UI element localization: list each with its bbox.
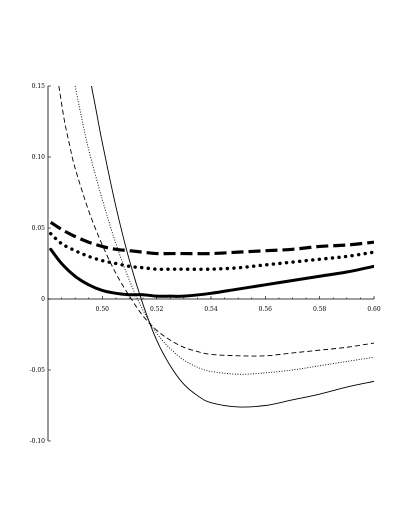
x-tick-label: 0.52 <box>150 306 164 313</box>
series-line-thick-solid <box>49 247 374 298</box>
x-tick-label: 0.56 <box>259 306 273 313</box>
y-tick-label: 0.15 <box>32 83 46 90</box>
x-tick-label: 0.58 <box>313 306 327 313</box>
y-tick-label: 0.05 <box>32 225 46 232</box>
y-tick-label: 0.10 <box>32 154 46 161</box>
y-tick-label: 0 <box>41 296 45 303</box>
series-line-thick-long-dash <box>49 220 374 256</box>
series-group <box>49 86 374 408</box>
series-line-thin-dashed <box>58 86 374 357</box>
y-tick-label: -0.05 <box>30 367 46 374</box>
x-tick-label: 0.50 <box>96 306 110 313</box>
series-line-thick-dotted <box>49 231 374 271</box>
x-tick-label: 0.54 <box>204 306 218 313</box>
series-line-thin-solid <box>91 86 374 408</box>
axes <box>47 85 375 442</box>
y-tick-label: -0.10 <box>30 438 46 445</box>
series-line-thin-dotted <box>74 86 374 375</box>
x-tick-label: 0.60 <box>367 306 381 313</box>
tick-labels: 0.15 0.10 0.05 0 -0.05 -0.10 0.50 0.52 0.54 0.56 0… <box>30 83 381 445</box>
